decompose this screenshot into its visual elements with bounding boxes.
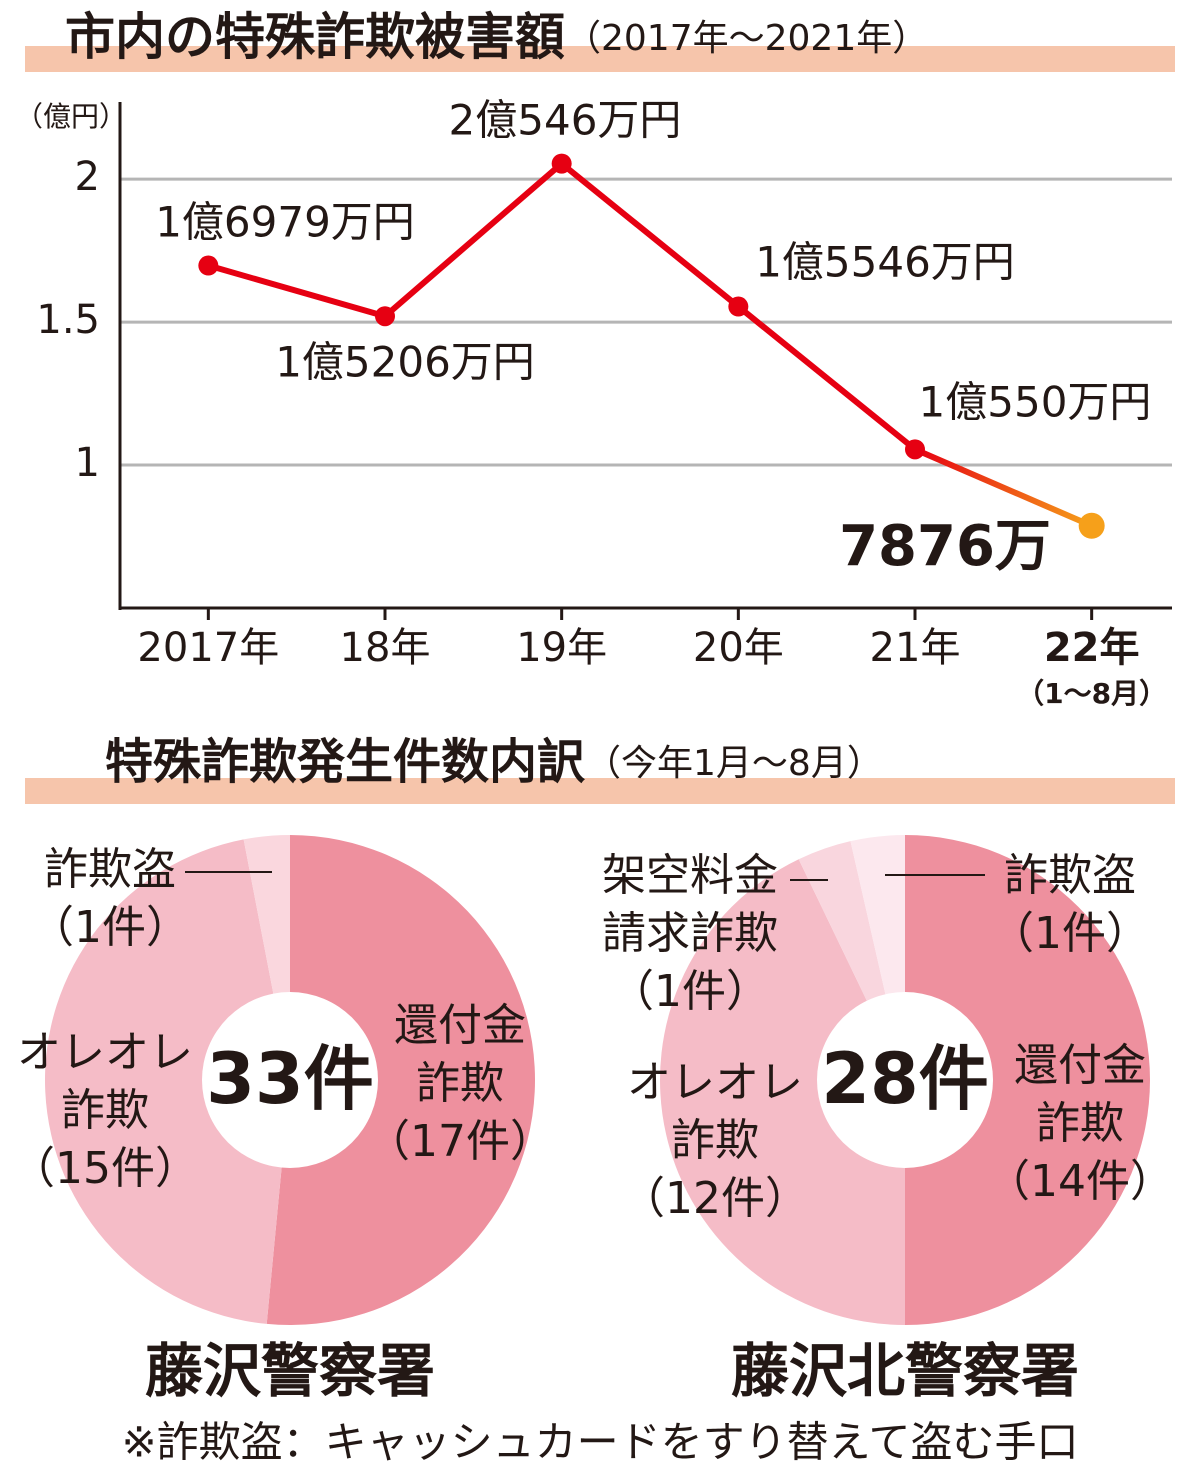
y-axis-label: （億円） — [15, 100, 127, 133]
x-tick-label: 20年 — [693, 625, 784, 671]
slice-value-label: （1件） — [610, 966, 770, 1017]
slice-label: オレオレ — [17, 1027, 193, 1078]
data-label: 2億546万円 — [449, 96, 682, 145]
point — [728, 296, 749, 317]
center-label: 33件 — [206, 1038, 373, 1120]
data-label: 1億550万円 — [919, 378, 1152, 427]
slice-label: 詐欺 — [1036, 1098, 1124, 1149]
donut-hole — [817, 992, 993, 1168]
line-segment — [913, 446, 1093, 529]
slice-label: 架空料金 — [602, 850, 778, 901]
x-tick-label: 22年 — [1044, 625, 1140, 671]
chart-title-group: 市内の特殊詐欺被害額（2017年～2021年） — [65, 8, 928, 66]
slice-value-label: （1件） — [30, 902, 190, 953]
point — [551, 153, 572, 174]
pie-slice — [45, 839, 291, 1324]
chart-title: 特殊詐欺発生件数内訳 — [105, 734, 586, 790]
donut-hole — [202, 992, 378, 1168]
slice-value-label: （17件） — [366, 1116, 554, 1167]
caption: 藤沢警察署 — [145, 1337, 435, 1405]
point — [905, 439, 925, 460]
x-tick-label: 19年 — [516, 625, 607, 671]
slice-label: 請求詐欺 — [602, 908, 778, 959]
slice-label: 詐欺盗 — [44, 844, 176, 895]
chart-subtitle: （2017年～2021年） — [565, 18, 928, 59]
data-label: 1億5546万円 — [755, 238, 1015, 287]
point — [198, 255, 219, 276]
y-tick-label: 1 — [75, 440, 100, 486]
data-label: 7876万 — [839, 514, 1051, 579]
slice-value-label: （14件） — [986, 1156, 1174, 1207]
footnote: ※詐欺盗：キャッシュカードをすり替えて盗む手口 — [121, 1418, 1078, 1467]
slice-value-label: （12件） — [621, 1173, 809, 1224]
x-tick-label: 21年 — [870, 625, 961, 671]
y-tick-label: 1.5 — [36, 297, 100, 343]
center-label: 28件 — [821, 1038, 988, 1120]
title-band — [25, 778, 1175, 804]
title-band — [25, 46, 1175, 72]
pie-slice — [266, 835, 535, 1325]
pie-slice — [905, 835, 1150, 1325]
line-segment — [383, 161, 564, 319]
chart-title-group: 特殊詐欺発生件数内訳（今年1月～8月） — [105, 734, 883, 790]
data-label: 1億6979万円 — [155, 198, 415, 247]
slice-label: 詐欺 — [61, 1085, 149, 1136]
pie-slice — [660, 859, 905, 1325]
slice-value-label: （15件） — [11, 1143, 199, 1194]
slice-label: 還付金 — [394, 1000, 526, 1051]
slice-value-label: （1件） — [990, 908, 1150, 959]
chart-subtitle: （今年1月～8月） — [585, 743, 883, 784]
y-tick-label: 2 — [75, 154, 100, 200]
slice-label: オレオレ — [627, 1057, 803, 1108]
slice-label: 詐欺 — [416, 1058, 504, 1109]
slice-label: 詐欺 — [671, 1115, 759, 1166]
slice-label: 詐欺盗 — [1004, 850, 1136, 901]
line-segment — [207, 262, 386, 320]
line-segment — [559, 161, 741, 309]
data-label: 1億5206万円 — [275, 338, 535, 387]
point — [1078, 512, 1105, 539]
line-segment — [736, 304, 917, 452]
caption: 藤沢北警察署 — [731, 1337, 1079, 1405]
x-tick-label: 2017年 — [137, 625, 279, 671]
point — [375, 306, 395, 327]
x-tick-note: （1～8月） — [1016, 677, 1167, 710]
x-tick-label: 18年 — [340, 625, 431, 671]
chart-title: 市内の特殊詐欺被害額 — [65, 8, 565, 66]
slice-label: 還付金 — [1014, 1040, 1146, 1091]
